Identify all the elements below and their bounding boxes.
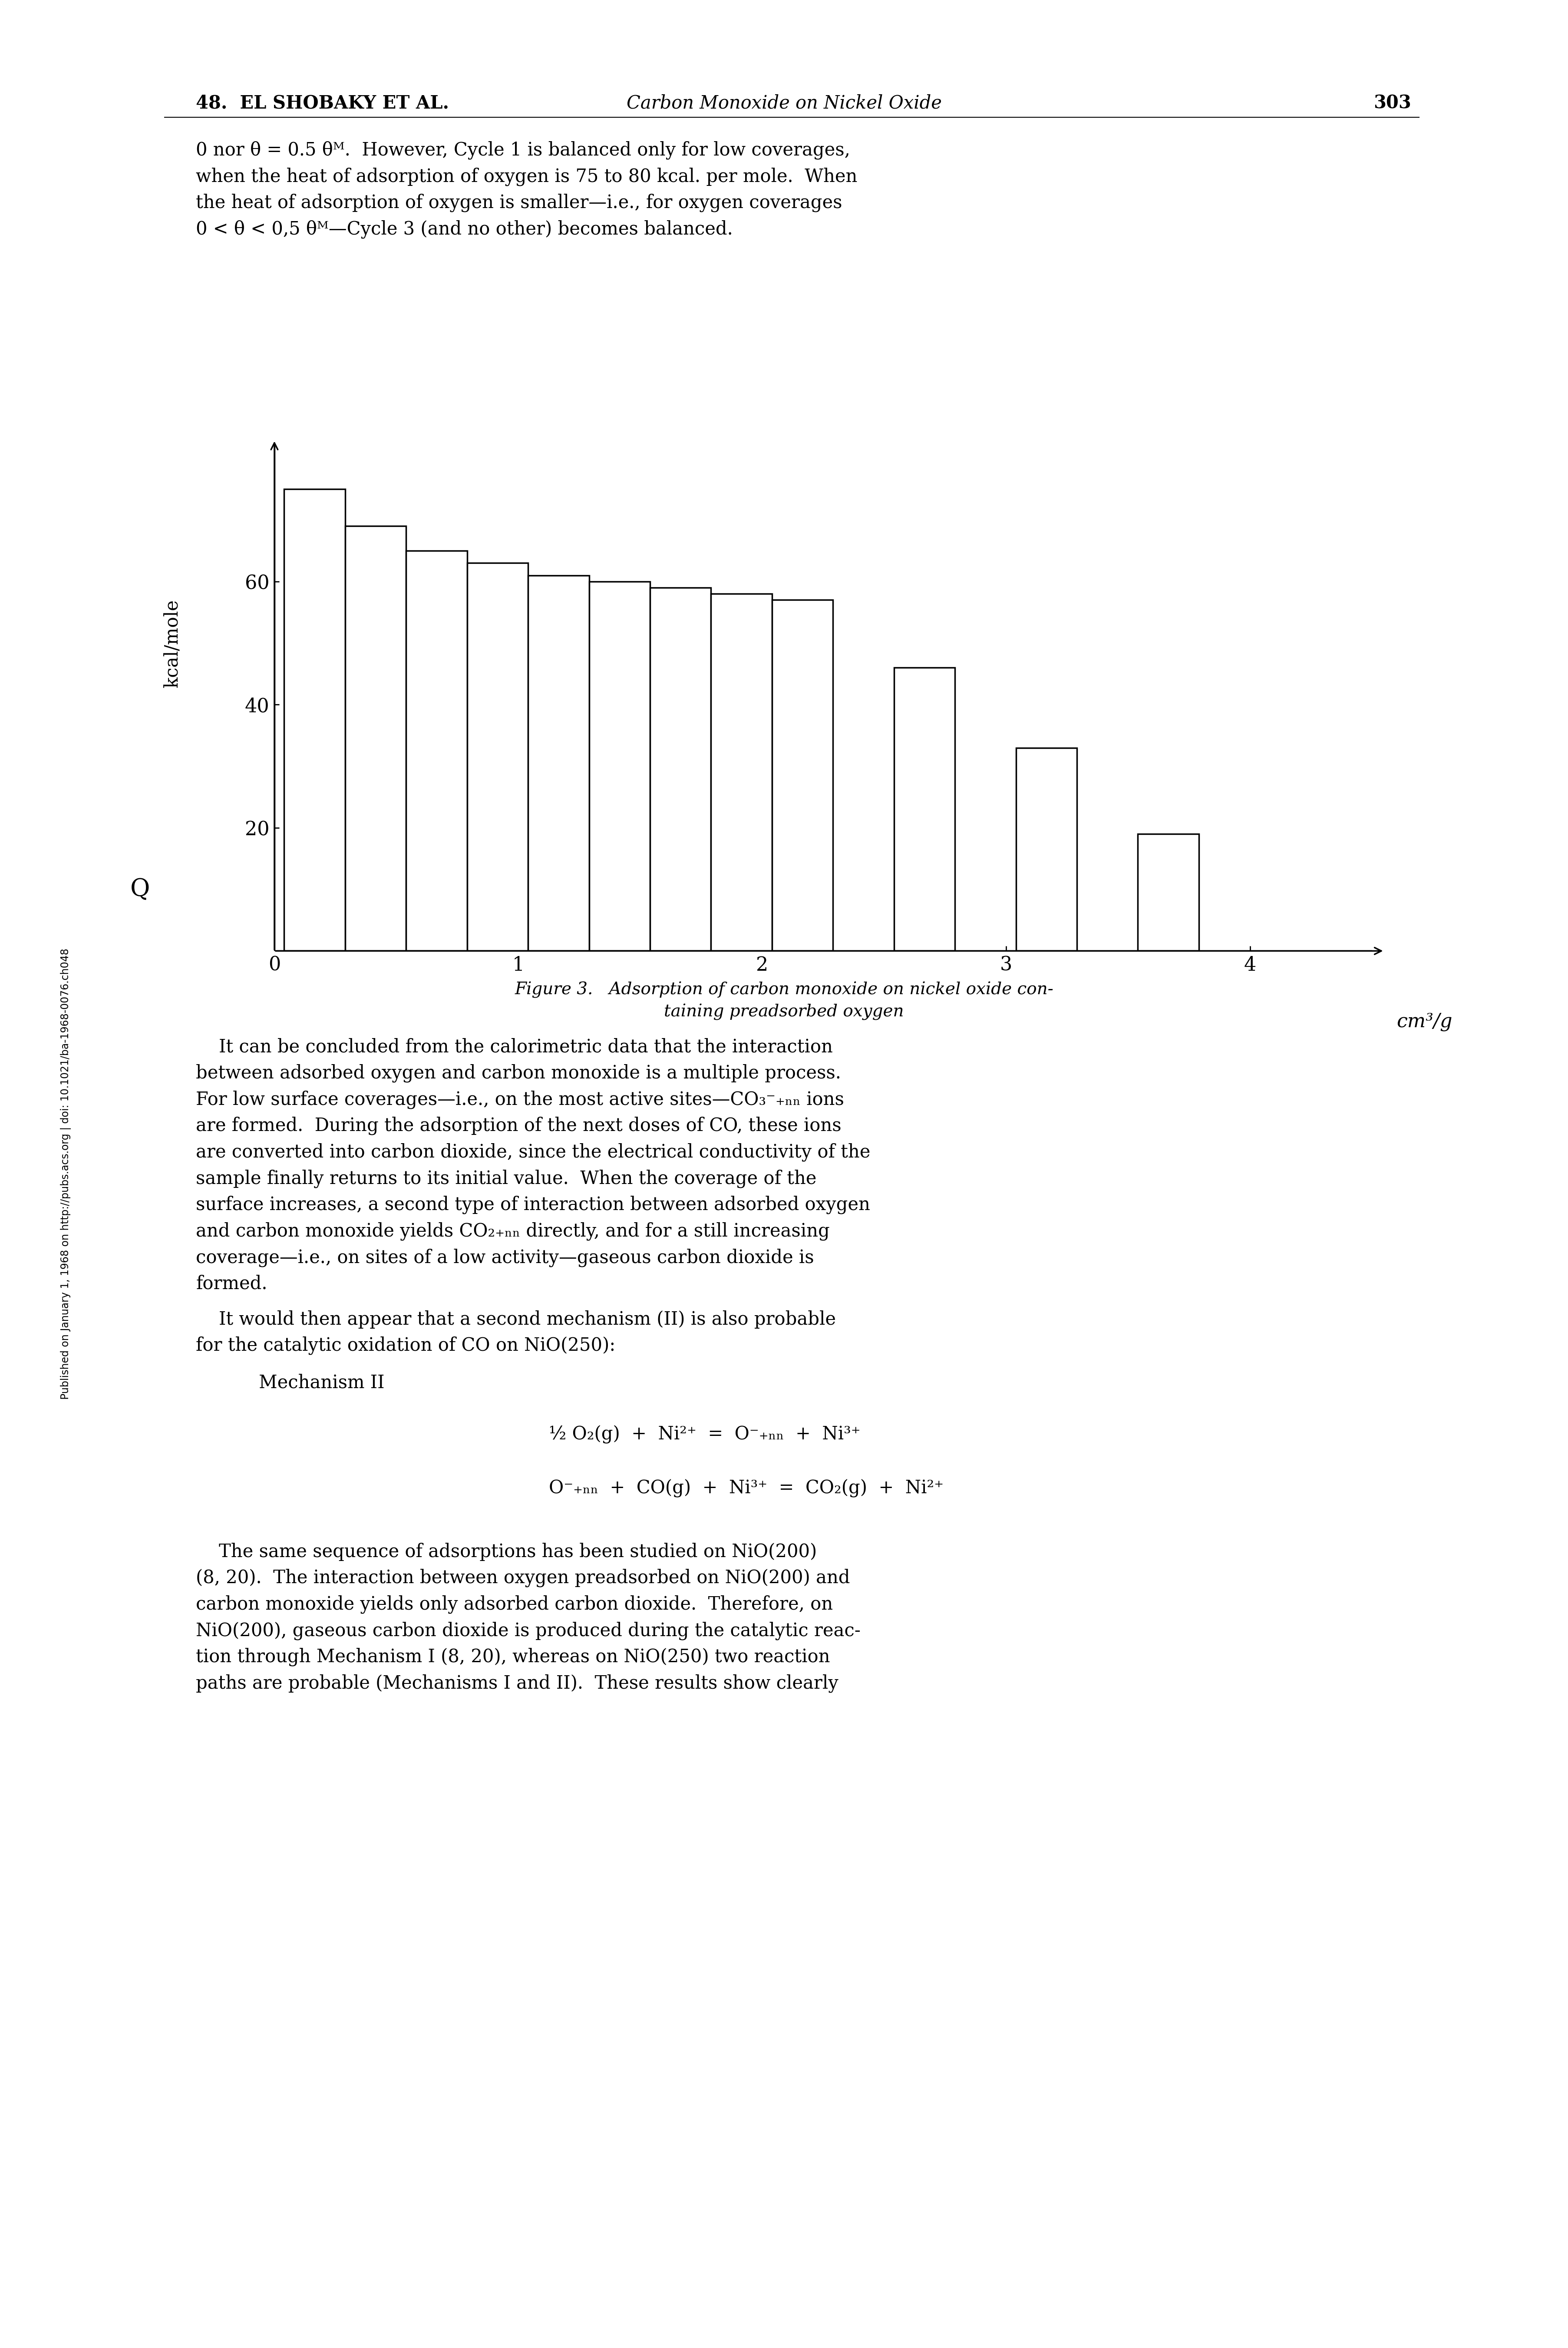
Text: The same sequence of adsorptions has been studied on NiO(200)
(8, 20).  The inte: The same sequence of adsorptions has bee… [196, 1543, 861, 1693]
Bar [406, 552, 467, 951]
Bar [528, 575, 590, 951]
Bar [284, 488, 345, 951]
Bar [1016, 747, 1077, 951]
Text: 0 nor θ = 0.5 θᴹ.  However, Cycle 1 is balanced only for low coverages,
when the: 0 nor θ = 0.5 θᴹ. However, Cycle 1 is ba… [196, 141, 858, 239]
Text: cm³/g: cm³/g [1397, 1012, 1452, 1031]
Text: Q: Q [130, 878, 151, 902]
Bar [590, 582, 651, 951]
Text: 303: 303 [1374, 94, 1411, 113]
Text: It can be concluded from the calorimetric data that the interaction
between adso: It can be concluded from the calorimetri… [196, 1038, 870, 1294]
Bar [467, 564, 528, 951]
Bar [771, 601, 833, 951]
Bar [651, 587, 710, 951]
Text: It would then appear that a second mechanism (II) is also probable
for the catal: It would then appear that a second mecha… [196, 1310, 836, 1355]
Text: ½ O₂(g)  +  Ni²⁺  =  O⁻₊ₙₙ  +  Ni³⁺: ½ O₂(g) + Ni²⁺ = O⁻₊ₙₙ + Ni³⁺ [549, 1425, 861, 1444]
Text: Carbon Monoxide on Nickel Oxide: Carbon Monoxide on Nickel Oxide [626, 94, 942, 113]
Bar [894, 667, 955, 951]
Text: Mechanism II: Mechanism II [259, 1374, 384, 1392]
Bar [710, 594, 771, 951]
Text: Published on January 1, 1968 on http://pubs.acs.org | doi: 10.1021/ba-1968-0076.: Published on January 1, 1968 on http://p… [61, 949, 71, 1399]
Text: O⁻₊ₙₙ  +  CO(g)  +  Ni³⁺  =  CO₂(g)  +  Ni²⁺: O⁻₊ₙₙ + CO(g) + Ni³⁺ = CO₂(g) + Ni²⁺ [549, 1479, 944, 1498]
Text: kcal/mole: kcal/mole [163, 599, 180, 688]
Text: Figure 3.   Adsorption of carbon monoxide on nickel oxide con-
taining preadsorb: Figure 3. Adsorption of carbon monoxide … [514, 981, 1054, 1021]
Bar [345, 526, 406, 951]
Text: 48.  EL SHOBAKY ET AL.: 48. EL SHOBAKY ET AL. [196, 94, 448, 113]
Bar [1138, 834, 1200, 951]
